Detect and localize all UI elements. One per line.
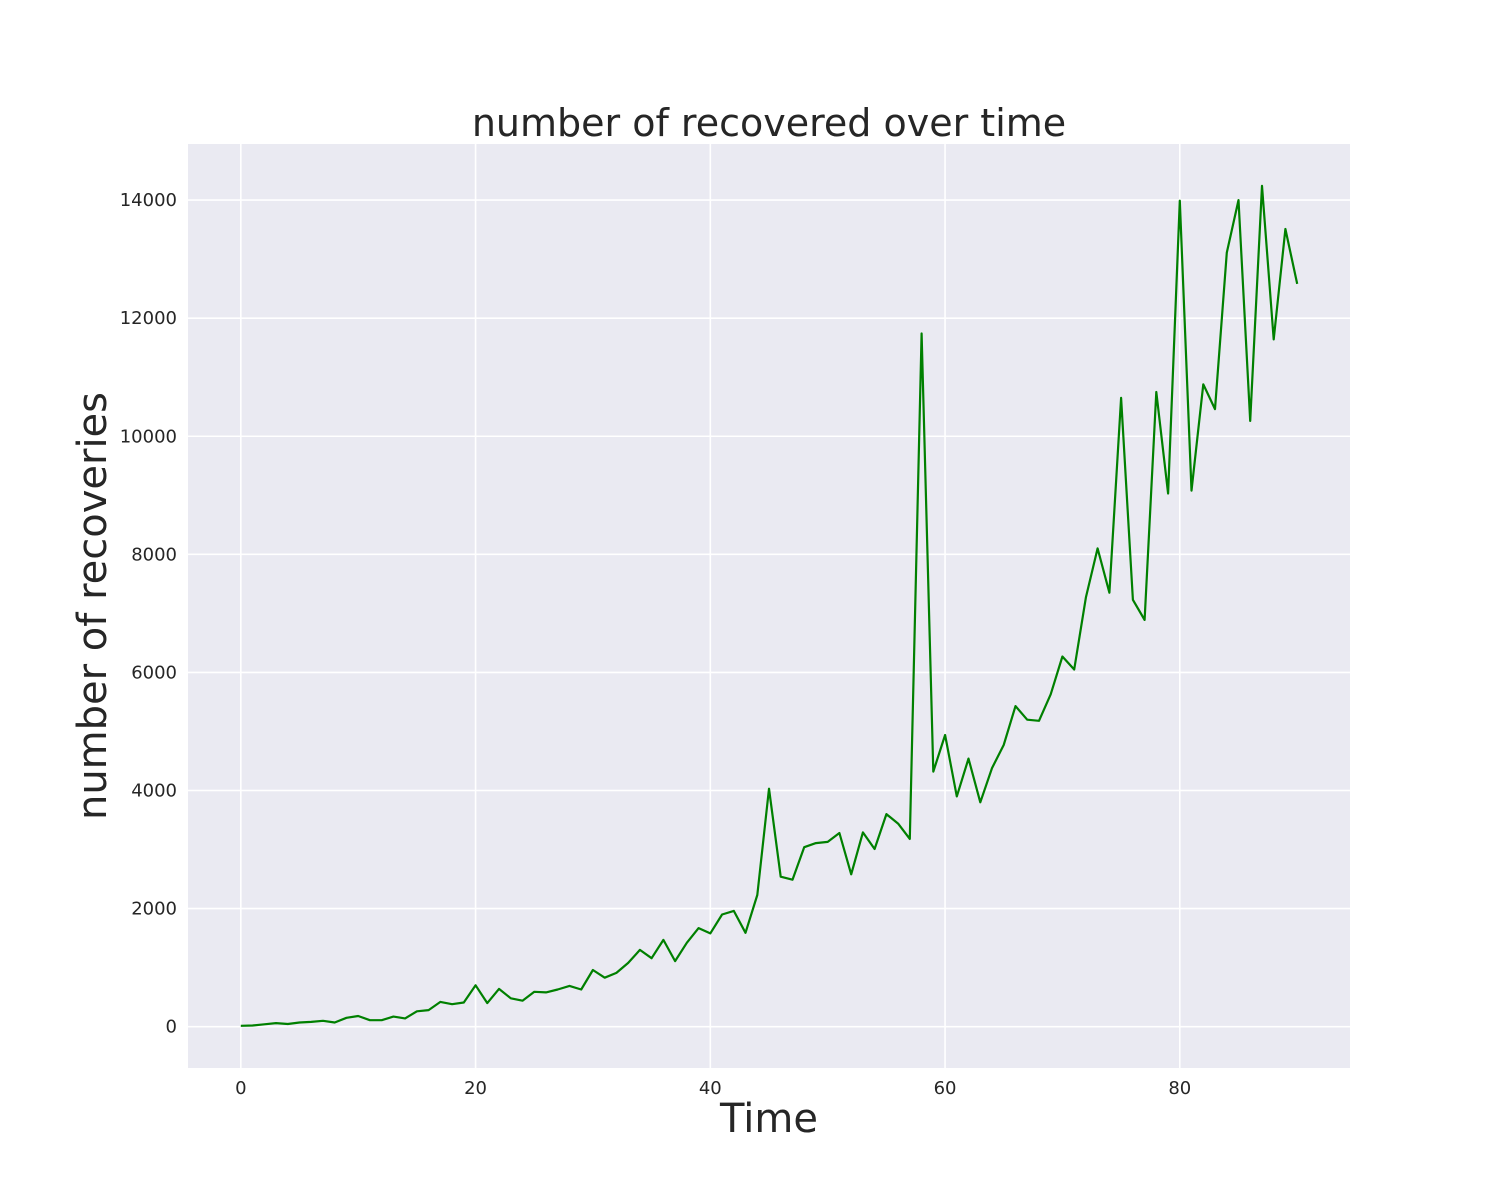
y-gridlines [188,199,1350,1028]
y-tick-label: 10000 [120,426,177,447]
y-tick-label: 0 [166,1017,177,1038]
chart-title: number of recovered over time [472,101,1066,145]
x-tick-label: 40 [699,1078,722,1099]
x-axis-title: Time [719,1096,818,1142]
y-tick-label: 2000 [131,899,177,920]
x-tick-label: 0 [235,1078,246,1099]
x-tick-labels: 0 20 40 60 80 [235,1078,1191,1099]
y-tick-labels: 0 2000 4000 6000 8000 10000 12000 14000 [120,190,177,1038]
x-tick-label: 20 [464,1078,487,1099]
x-gridlines [240,144,1181,1068]
y-tick-label: 6000 [131,662,177,683]
y-tick-label: 8000 [131,544,177,565]
series-line-recovered [240,184,1299,1027]
y-tick-label: 12000 [120,308,177,329]
x-tick-label: 80 [1168,1078,1191,1099]
y-tick-label: 4000 [131,781,177,802]
x-tick-label: 60 [934,1078,957,1099]
plot-background [188,144,1350,1068]
y-tick-label: 14000 [120,190,177,211]
y-axis-title: number of recoveries [70,392,116,820]
